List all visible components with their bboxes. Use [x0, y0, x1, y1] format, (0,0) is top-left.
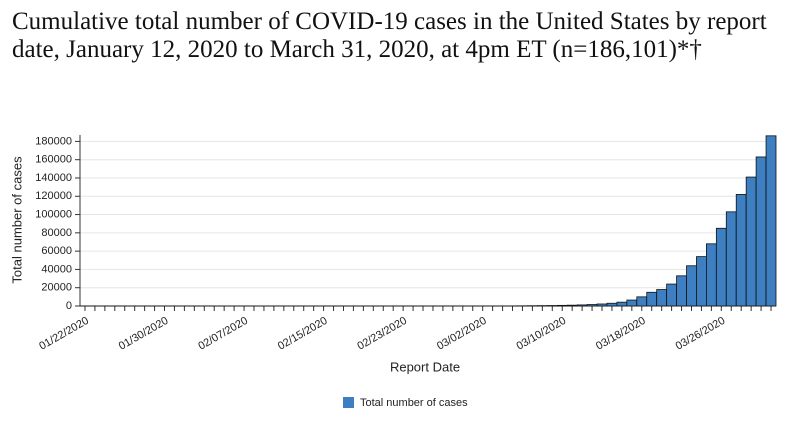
y-tick-label: 80000: [41, 227, 72, 239]
y-tick-label: 100000: [35, 208, 72, 220]
x-tick-label: 03/10/2020: [514, 315, 568, 353]
bar: [576, 304, 588, 307]
bar: [626, 299, 638, 307]
bar: [735, 194, 747, 307]
bar: [666, 283, 677, 307]
bar: [765, 135, 777, 307]
bar: [556, 304, 568, 307]
chart-title: Cumulative total number of COVID-19 case…: [12, 8, 767, 63]
bar: [656, 289, 668, 307]
bar: [706, 243, 717, 307]
x-tick-label: 03/26/2020: [674, 315, 728, 353]
bar: [616, 301, 628, 307]
y-tick-label: 160000: [35, 154, 72, 166]
bar: [686, 265, 697, 307]
y-tick-label: 140000: [35, 172, 72, 184]
y-tick-label: 20000: [41, 282, 72, 294]
x-tick-label: 02/15/2020: [276, 315, 330, 353]
x-tick-label: 02/23/2020: [355, 315, 409, 353]
x-tick-label: 03/02/2020: [435, 315, 489, 353]
bar: [636, 296, 648, 307]
y-tick-label: 0: [66, 300, 72, 312]
bar: [566, 304, 578, 307]
bar: [596, 303, 608, 307]
x-tick-label: 02/07/2020: [196, 315, 250, 353]
bar: [755, 156, 767, 307]
x-tick-label: 03/18/2020: [594, 315, 648, 353]
bar: [715, 227, 727, 307]
y-tick-label: 180000: [35, 135, 72, 147]
bar: [745, 176, 757, 307]
bar: [586, 304, 598, 307]
x-axis-title: Report Date: [390, 359, 460, 374]
y-tick-label: 40000: [41, 263, 72, 275]
legend-swatch: [343, 397, 354, 408]
x-tick-label: 01/30/2020: [117, 315, 171, 353]
legend-label: Total number of cases: [360, 397, 468, 409]
y-tick-label: 120000: [35, 190, 72, 202]
bar: [606, 302, 618, 307]
y-tick-label: 60000: [41, 245, 72, 257]
y-axis-title: Total number of cases: [9, 156, 24, 284]
x-tick-label: 01/22/2020: [37, 315, 91, 353]
bar: [696, 256, 707, 307]
bar: [725, 211, 737, 307]
bar: [646, 291, 658, 307]
bar: [676, 275, 687, 307]
